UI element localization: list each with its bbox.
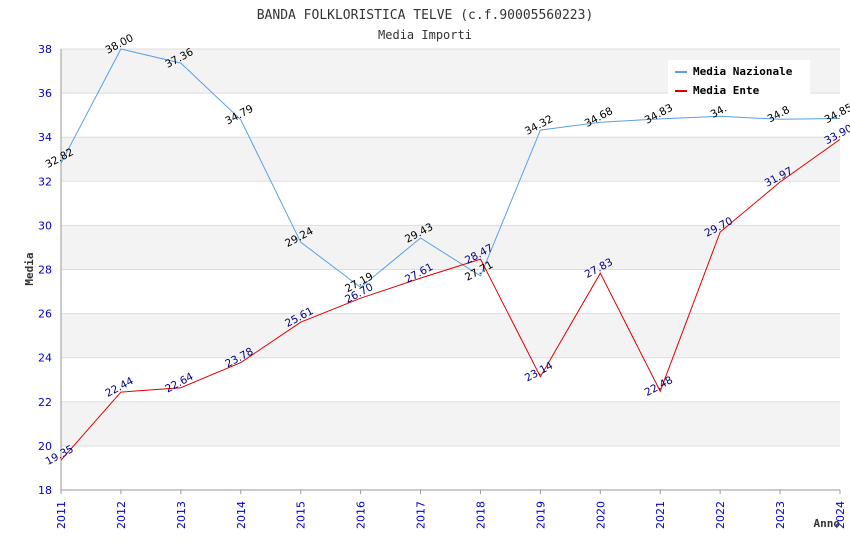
series-lines	[60, 48, 841, 461]
background-band	[61, 225, 840, 270]
background-band	[61, 401, 840, 446]
y-tick-label: 22	[38, 396, 52, 409]
x-tick-label: 2017	[415, 501, 428, 529]
plot-background-bands	[61, 49, 840, 490]
y-tick-label: 34	[38, 131, 52, 144]
background-band	[61, 313, 840, 358]
legend: Media Nazionale Media Ente	[668, 60, 810, 98]
chart-title: BANDA FOLKLORISTICA TELVE (c.f.900055602…	[257, 8, 594, 23]
y-tick-label: 36	[38, 87, 52, 100]
y-tick-label: 30	[38, 219, 52, 232]
x-tick-label: 2019	[534, 501, 547, 529]
background-band	[61, 269, 840, 314]
series-line-0	[60, 48, 841, 289]
x-tick-label: 2024	[834, 501, 847, 529]
y-tick-label: 20	[38, 440, 52, 453]
chart-subtitle: Media Importi	[378, 28, 472, 42]
y-tick-label: 28	[38, 264, 52, 277]
background-band	[61, 93, 840, 138]
x-tick-label: 2018	[474, 501, 487, 529]
series-line-1	[60, 138, 841, 461]
legend-entry-series-0: Media Nazionale	[693, 65, 793, 78]
x-tick-label: 2016	[355, 501, 368, 529]
x-tick-labels: 2011 2012 2013 2014 2015 2016 2017 2018 2019 2020…	[55, 490, 847, 529]
background-band	[61, 357, 840, 402]
y-tick-labels: 18 20 22 24 26 28 30 32 34 36 38	[38, 43, 52, 497]
x-tick-label: 2013	[175, 501, 188, 529]
x-tick-label: 2011	[55, 501, 68, 529]
x-tick-label: 2022	[714, 501, 727, 529]
y-tick-label: 26	[38, 308, 52, 321]
x-axis-label: Anno	[814, 517, 841, 530]
y-tick-label: 32	[38, 175, 52, 188]
background-band	[61, 181, 840, 226]
x-tick-label: 2012	[115, 501, 128, 529]
y-tick-label: 38	[38, 43, 52, 56]
y-tick-label: 24	[38, 352, 52, 365]
x-tick-label: 2020	[594, 501, 607, 529]
background-band	[61, 445, 840, 490]
background-band	[61, 137, 840, 182]
y-tick-label: 18	[38, 484, 52, 497]
y-axis-label: Media	[23, 252, 36, 285]
x-tick-label: 2014	[235, 501, 248, 529]
x-tick-label: 2015	[295, 501, 308, 529]
x-tick-label: 2023	[774, 501, 787, 529]
legend-entry-series-1: Media Ente	[693, 84, 760, 97]
legend-box	[668, 60, 810, 98]
x-tick-label: 2021	[654, 501, 667, 529]
